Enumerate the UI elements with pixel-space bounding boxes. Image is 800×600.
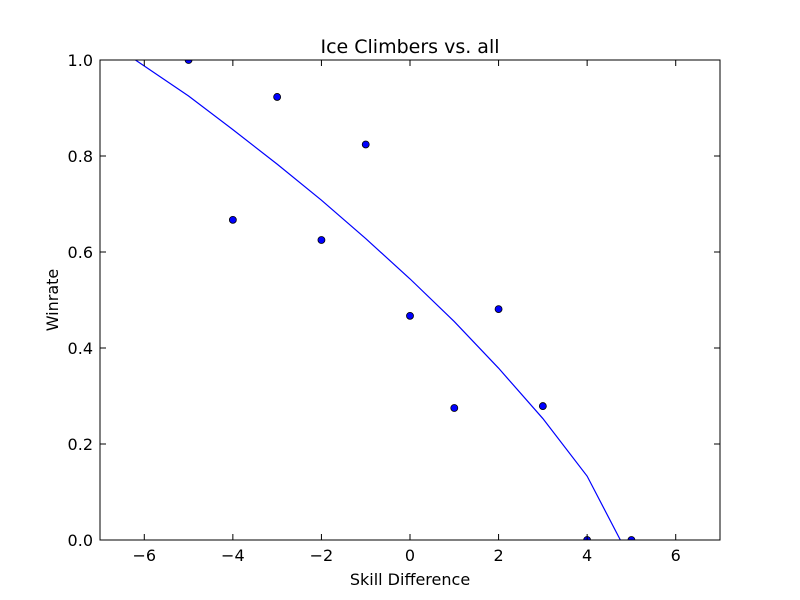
data-point-5 [406, 311, 414, 320]
data-point-3 [317, 236, 326, 244]
x-tick-label: 4 [582, 546, 592, 565]
ticks: −6 −4 −2 0 2 4 6 0.0 0.2 0.4 0.6 0.8 1.0 [68, 51, 720, 565]
y-tick-label: 0.6 [68, 243, 93, 262]
x-tick-label: −4 [221, 546, 245, 565]
data-point-10 [627, 536, 636, 540]
y-tick-label: 0.4 [68, 339, 93, 358]
data-point-7 [494, 305, 503, 314]
y-tick-label: 1.0 [68, 51, 93, 70]
data-point-1 [228, 215, 237, 224]
data-point-8 [538, 402, 547, 410]
data-point-4 [361, 140, 370, 149]
y-tick-label: 0.2 [68, 435, 93, 454]
x-tick-label: 2 [493, 546, 503, 565]
x-tick-label: −6 [132, 546, 156, 565]
y-axis-label: Winrate [43, 269, 62, 332]
x-axis-label: Skill Difference [350, 570, 470, 589]
x-tick-label: 0 [405, 546, 415, 565]
chart-title: Ice Climbers vs. all [320, 36, 499, 58]
y-tick-label: 0.8 [68, 147, 93, 166]
x-tick-label: 6 [671, 546, 681, 565]
axes-frame [99, 59, 721, 541]
data-point-2 [273, 93, 282, 101]
fit-curve [135, 60, 621, 540]
y-tick-label: 0.0 [68, 531, 93, 550]
x-tick-label: −2 [310, 546, 334, 565]
data-point-0 [184, 60, 193, 64]
data-point-6 [450, 404, 459, 412]
plot-area [135, 60, 636, 540]
